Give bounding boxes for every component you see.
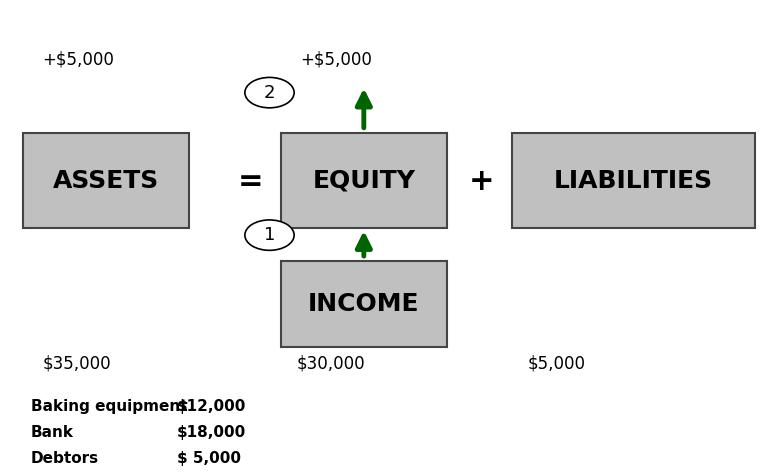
Text: Bank: Bank (31, 425, 74, 440)
Text: LIABILITIES: LIABILITIES (554, 169, 713, 192)
Text: Debtors: Debtors (31, 451, 99, 466)
FancyBboxPatch shape (23, 133, 189, 228)
Text: +$5,000: +$5,000 (300, 50, 372, 68)
FancyBboxPatch shape (512, 133, 755, 228)
Text: +$5,000: +$5,000 (42, 50, 114, 68)
Text: $5,000: $5,000 (527, 354, 585, 372)
FancyBboxPatch shape (281, 133, 447, 228)
Text: $ 5,000: $ 5,000 (177, 451, 241, 466)
Text: 1: 1 (264, 226, 275, 244)
Text: Baking equipment: Baking equipment (31, 399, 187, 414)
Text: $18,000: $18,000 (177, 425, 246, 440)
Text: $30,000: $30,000 (296, 354, 365, 372)
FancyBboxPatch shape (281, 261, 447, 347)
Text: $35,000: $35,000 (42, 354, 111, 372)
Text: ASSETS: ASSETS (53, 169, 159, 192)
Circle shape (245, 220, 294, 250)
Circle shape (245, 77, 294, 108)
Text: +: + (468, 167, 494, 196)
Text: $12,000: $12,000 (177, 399, 246, 414)
Text: INCOME: INCOME (308, 292, 420, 316)
Text: EQUITY: EQUITY (313, 169, 415, 192)
Text: 2: 2 (264, 84, 275, 102)
Text: =: = (237, 167, 263, 196)
